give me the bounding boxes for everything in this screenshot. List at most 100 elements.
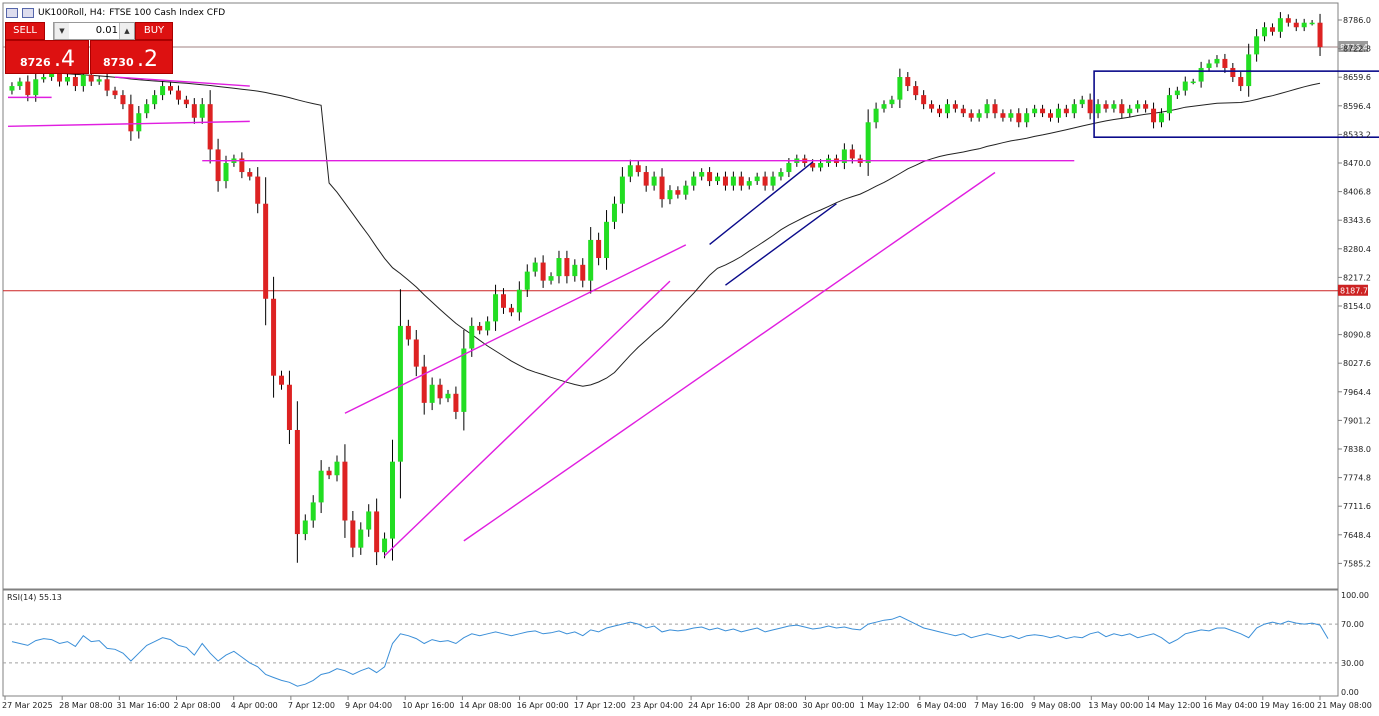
candle-body [905, 77, 911, 87]
trendline [7, 120, 250, 128]
channel-line [725, 203, 837, 286]
candle-body [175, 90, 181, 100]
candle-body [318, 470, 324, 503]
time-tick-label: 30 Apr 00:00 [802, 701, 854, 710]
candle-body [1103, 104, 1109, 109]
candle-body [334, 461, 340, 476]
price-tick-label: 8343.6 [1343, 216, 1371, 225]
candle-body [738, 176, 744, 186]
candle-body [889, 99, 895, 105]
candle-body [9, 86, 15, 91]
candle-body [215, 149, 221, 182]
candle-body [937, 108, 943, 114]
sell-price[interactable]: 8726 .4 [5, 40, 89, 74]
price-tick-label: 7774.8 [1343, 474, 1371, 483]
candle-body [421, 366, 427, 403]
moving-average [11, 70, 1321, 387]
time-tick-label: 23 Apr 04:00 [631, 701, 683, 710]
candle-body [469, 325, 475, 349]
price-tick-label: 8406.8 [1343, 188, 1371, 197]
candle-body [429, 384, 435, 403]
candle-body [342, 461, 348, 521]
chart-header: UK100Roll, H4: FTSE 100 Cash Index CFD [6, 8, 225, 18]
candle-body [508, 307, 514, 313]
price-tick-label: 7711.6 [1343, 502, 1371, 511]
candle-body [921, 95, 927, 105]
candle-body [564, 258, 570, 277]
candle-body [1127, 108, 1133, 114]
chart-list-icon[interactable] [6, 8, 18, 18]
time-tick-label: 13 May 00:00 [1088, 701, 1143, 710]
candle-body [944, 104, 950, 114]
lot-decrease-icon[interactable]: ▼ [54, 23, 69, 39]
candle-body [929, 104, 935, 109]
candle-body [580, 264, 586, 281]
time-tick-label: 28 Mar 08:00 [59, 701, 112, 710]
candle-body [691, 176, 697, 186]
candle-body [152, 95, 158, 105]
chart-window-icon[interactable] [22, 8, 34, 18]
candle-body [120, 95, 126, 105]
candle-body [810, 163, 816, 168]
candle-body [1277, 18, 1283, 32]
candle-body [627, 165, 633, 177]
bid-price-label: 8726.4 [1340, 43, 1368, 52]
price-tick-label: 8217.2 [1343, 273, 1371, 282]
price-tick-label: 7838.0 [1343, 445, 1371, 454]
candle-body [913, 86, 919, 96]
time-tick-label: 7 May 16:00 [974, 701, 1024, 710]
candle-body [532, 262, 538, 272]
candle-body [453, 393, 459, 412]
candle-body [1095, 104, 1101, 114]
candle-body [1246, 54, 1252, 87]
trend-drawings [7, 70, 1379, 557]
candle-body [33, 79, 39, 96]
buy-price[interactable]: 8730 .2 [90, 40, 173, 74]
candle-body [746, 181, 752, 186]
candle-body [651, 176, 657, 186]
price-tick-label: 8722.8 [1343, 45, 1371, 54]
candle-body [524, 271, 530, 290]
candle-body [881, 104, 887, 109]
lot-increase-icon[interactable]: ▲ [119, 23, 134, 39]
candle-body [326, 470, 332, 476]
candle-body [461, 348, 467, 412]
trendline [463, 171, 996, 542]
candle-body [255, 176, 261, 204]
candle-body [374, 511, 380, 553]
candle-body [1087, 99, 1093, 114]
candle-body [1040, 108, 1046, 114]
candle-body [778, 172, 784, 177]
candle-body [366, 511, 372, 530]
candle-body [72, 77, 78, 87]
candle-body [556, 258, 562, 277]
candle-body [1198, 67, 1204, 82]
candle-body [1262, 27, 1268, 37]
candle-body [992, 104, 998, 114]
price-tick-label: 8154.0 [1343, 302, 1371, 311]
candle-body [548, 276, 554, 281]
candle-body [41, 77, 47, 80]
candle-body [730, 176, 736, 186]
lot-size-field[interactable]: ▼ 0.01 ▲ [53, 22, 135, 40]
price-tick-label: 8786.0 [1343, 16, 1371, 25]
indicator-panel-frame [2, 589, 1339, 697]
candle-body [382, 538, 388, 553]
time-tick-label: 21 May 08:00 [1317, 701, 1372, 710]
time-tick-label: 14 Apr 08:00 [459, 701, 511, 710]
price-tick-label: 8470.0 [1343, 159, 1371, 168]
candle-body [1032, 108, 1038, 114]
candle-body [207, 104, 213, 150]
candle-body [1238, 77, 1244, 87]
candle-body [1047, 113, 1053, 118]
candle-body [818, 163, 824, 168]
candle-body [604, 221, 610, 259]
lot-size-value[interactable]: 0.01 [95, 25, 118, 36]
candle-body [80, 74, 86, 87]
price-tick-label: 8596.4 [1343, 102, 1371, 111]
buy-button[interactable]: BUY [135, 22, 173, 40]
price-tick-label: 7585.2 [1343, 559, 1371, 568]
candle-body [1166, 95, 1172, 114]
sell-button[interactable]: SELL [5, 22, 45, 40]
